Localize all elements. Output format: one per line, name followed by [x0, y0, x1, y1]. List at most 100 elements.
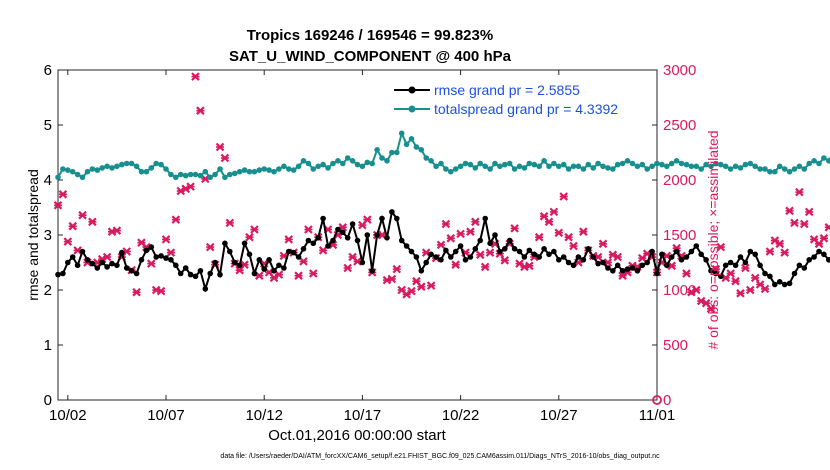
rmse-point	[821, 251, 827, 258]
legend-label-totalspread: totalspread grand pr = 4.3392	[434, 101, 618, 117]
rmse-point	[762, 270, 768, 277]
rmse-point	[767, 273, 773, 280]
obs-marker	[196, 106, 205, 115]
rmse-point	[772, 281, 778, 288]
rmse-point	[315, 235, 322, 241]
obs-marker	[436, 240, 446, 250]
totalspread-point	[364, 159, 371, 166]
totalspread-point	[502, 161, 508, 168]
totalspread-point	[236, 168, 243, 175]
chart-title-line2: SAT_U_WIND_COMPONENT @ 400 hPa	[229, 48, 512, 65]
rmse-point	[394, 215, 400, 222]
rmse-point	[320, 215, 326, 222]
totalspread-point	[281, 163, 287, 170]
totalspread-point	[767, 168, 773, 175]
totalspread-point	[261, 166, 268, 172]
rmse-point	[295, 254, 302, 260]
rmse-point	[752, 251, 758, 258]
totalspread-point	[192, 171, 199, 178]
obs-marker	[53, 201, 63, 210]
chart-title-line1: Tropics 169246 / 169546 = 99.823%	[247, 27, 493, 44]
rmse-point	[742, 259, 749, 266]
totalspread-point	[177, 171, 184, 178]
totalspread-point	[811, 158, 817, 164]
totalspread-point	[786, 168, 793, 175]
totalspread-point	[472, 165, 479, 171]
rmse-point	[222, 240, 228, 247]
totalspread-point	[565, 166, 572, 172]
rmse-point	[182, 265, 189, 271]
totalspread-point	[600, 163, 606, 170]
obs-marker	[746, 285, 755, 295]
totalspread-point	[330, 160, 336, 167]
totalspread-point	[389, 149, 395, 156]
totalspread-point	[173, 174, 179, 181]
obs-marker	[471, 217, 480, 227]
rmse-point	[708, 268, 714, 274]
rmse-point	[290, 249, 297, 256]
rmse-point	[781, 281, 788, 288]
totalspread-point	[634, 163, 641, 170]
totalspread-point	[546, 163, 552, 170]
totalspread-point	[325, 165, 331, 171]
totalspread-point	[448, 168, 454, 175]
totalspread-point	[776, 163, 783, 170]
rmse-point	[703, 257, 709, 263]
totalspread-point	[408, 136, 415, 142]
rmse-point	[502, 246, 508, 252]
rmse-point	[487, 240, 493, 247]
totalspread-point	[256, 167, 263, 173]
obs-marker	[731, 276, 740, 286]
rmse-point	[718, 273, 724, 280]
totalspread-point	[492, 160, 498, 167]
rmse-point	[668, 254, 675, 260]
obs-marker	[63, 237, 73, 246]
totalspread-point	[246, 168, 253, 175]
rmse-point	[123, 265, 130, 271]
rmse-point	[364, 232, 371, 238]
obs-marker	[466, 227, 475, 236]
rmse-point	[482, 215, 489, 222]
rmse-point	[511, 246, 518, 252]
x-tick-label: 10/22	[442, 407, 480, 424]
totalspread-point	[55, 174, 61, 181]
rmse-point	[271, 268, 277, 274]
rmse-point	[89, 260, 96, 267]
rmse-point	[462, 257, 469, 263]
obs-marker	[318, 246, 328, 255]
rmse-point	[163, 255, 169, 261]
totalspread-point	[536, 163, 542, 170]
totalspread-point	[605, 165, 611, 171]
obs-marker	[559, 192, 568, 201]
totalspread-point	[398, 130, 405, 137]
y-tick-label-left: 0	[44, 392, 52, 409]
totalspread-point	[664, 163, 670, 170]
totalspread-point	[438, 160, 444, 167]
obs-marker	[417, 282, 426, 291]
rmse-point	[570, 262, 577, 269]
obs-marker	[191, 72, 200, 81]
axis-ticks: 10/02 10/07 10/12 10/17 10/22 10/27 11/0101234…	[44, 62, 697, 424]
rmse-point	[94, 265, 101, 271]
rmse-point	[457, 243, 464, 249]
rmse-point	[688, 248, 695, 255]
rmse-point	[629, 265, 636, 271]
obs-marker	[171, 215, 181, 224]
rmse-point	[551, 248, 557, 255]
rmse-point	[639, 262, 646, 269]
rmse-point	[128, 268, 135, 274]
totalspread-point	[418, 147, 425, 153]
rmse-point	[84, 257, 91, 263]
rmse-point	[796, 262, 803, 269]
y-tick-label-right: 2500	[663, 117, 696, 134]
rmse-point	[737, 254, 744, 260]
rmse-point	[506, 237, 513, 244]
totalspread-point	[791, 166, 798, 172]
rmse-point	[516, 248, 523, 255]
x-tick-label: 11/01	[639, 407, 675, 424]
rmse-point	[217, 271, 223, 278]
x-axis-label: Oct.01,2016 00:00:00 start	[268, 427, 446, 444]
legend-marker-totalspread	[408, 105, 416, 113]
totalspread-point	[826, 158, 830, 164]
totalspread-point	[384, 158, 390, 164]
